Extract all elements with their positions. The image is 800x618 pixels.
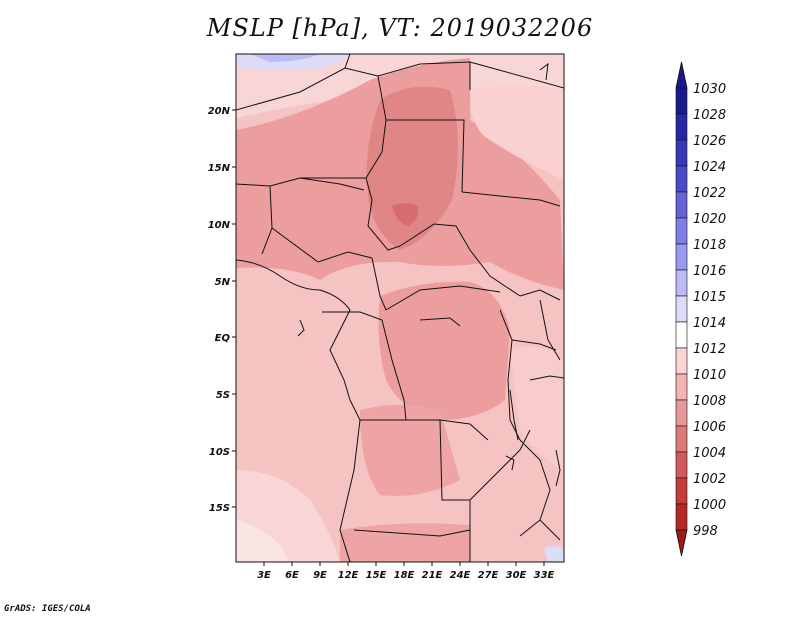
colorbar-label: 1015 bbox=[693, 290, 726, 305]
colorbar-segment bbox=[675, 373, 688, 401]
colorbar-label: 1022 bbox=[693, 186, 726, 201]
lat-label-15s: 15S bbox=[209, 503, 230, 514]
lon-label-30e: 30E bbox=[506, 570, 527, 581]
colorbar-label: 1002 bbox=[693, 472, 726, 487]
chart-title: MSLP [hPa], VT: 2019032206 bbox=[206, 14, 594, 42]
lon-label-15e: 15E bbox=[366, 570, 387, 581]
lat-label-10s: 10S bbox=[209, 447, 230, 458]
lat-label-eq: EQ bbox=[215, 333, 231, 344]
lon-label-33e: 33E bbox=[534, 570, 555, 581]
grads-credit: GrADS: IGES/COLA bbox=[4, 604, 91, 614]
colorbar-label: 1004 bbox=[693, 446, 726, 461]
longitude-axis: 3E 6E 9E 12E 15E 18E 21E 24E 27E 30E 33E bbox=[257, 562, 555, 581]
colorbar-label: 1000 bbox=[693, 498, 726, 513]
colorbar-label: 1020 bbox=[693, 212, 726, 227]
colorbar-label: 1014 bbox=[693, 316, 726, 331]
pressure-field bbox=[236, 54, 564, 562]
colorbar-label: 1018 bbox=[693, 238, 726, 253]
lon-label-27e: 27E bbox=[478, 570, 499, 581]
lat-label-5s: 5S bbox=[216, 390, 230, 401]
lon-label-21e: 21E bbox=[422, 570, 443, 581]
colorbar-segment bbox=[675, 295, 688, 323]
colorbar-label: 998 bbox=[693, 524, 718, 539]
lat-label-5n: 5N bbox=[215, 277, 231, 288]
colorbar-segment bbox=[675, 503, 688, 531]
colorbar-top-arrow bbox=[675, 61, 688, 89]
colorbar-segment bbox=[675, 87, 688, 115]
lat-label-20n: 20N bbox=[208, 106, 231, 117]
colorbar-segment bbox=[675, 321, 688, 349]
lat-label-15n: 15N bbox=[208, 163, 231, 174]
lon-label-6e: 6E bbox=[285, 570, 299, 581]
colorbar-segment bbox=[675, 269, 688, 297]
lon-label-24e: 24E bbox=[450, 570, 471, 581]
colorbar-segment bbox=[675, 191, 688, 219]
lon-label-18e: 18E bbox=[394, 570, 415, 581]
colorbar-bottom-arrow bbox=[675, 529, 688, 557]
colorbar-segment bbox=[675, 399, 688, 427]
colorbar-label: 1016 bbox=[693, 264, 726, 279]
colorbar-label: 1026 bbox=[693, 134, 726, 149]
lon-label-3e: 3E bbox=[257, 570, 271, 581]
colorbar-label: 1030 bbox=[693, 82, 726, 97]
colorbar-segment bbox=[675, 243, 688, 271]
country-borders bbox=[236, 54, 564, 562]
colorbar: 1030 1028 1026 1024 1022 1020 1018 1016 1015 1014… bbox=[675, 61, 726, 557]
lon-label-12e: 12E bbox=[338, 570, 359, 581]
colorbar-segment bbox=[675, 139, 688, 167]
colorbar-label: 1024 bbox=[693, 160, 726, 175]
colorbar-segment bbox=[675, 113, 688, 141]
colorbar-segment bbox=[675, 477, 688, 505]
colorbar-segment bbox=[675, 425, 688, 453]
latitude-axis: 20N 15N 10N 5N EQ 5S 10S 15S bbox=[208, 106, 236, 514]
colorbar-label: 1010 bbox=[693, 368, 726, 383]
colorbar-segment bbox=[675, 451, 688, 479]
colorbar-label: 1012 bbox=[693, 342, 726, 357]
map-frame bbox=[235, 53, 565, 563]
colorbar-label: 1006 bbox=[693, 420, 726, 435]
colorbar-segment bbox=[675, 347, 688, 375]
colorbar-segment bbox=[675, 165, 688, 193]
colorbar-label: 1028 bbox=[693, 108, 726, 123]
lat-label-10n: 10N bbox=[208, 220, 231, 231]
colorbar-segment bbox=[675, 217, 688, 245]
lon-label-9e: 9E bbox=[313, 570, 327, 581]
colorbar-label: 1008 bbox=[693, 394, 726, 409]
